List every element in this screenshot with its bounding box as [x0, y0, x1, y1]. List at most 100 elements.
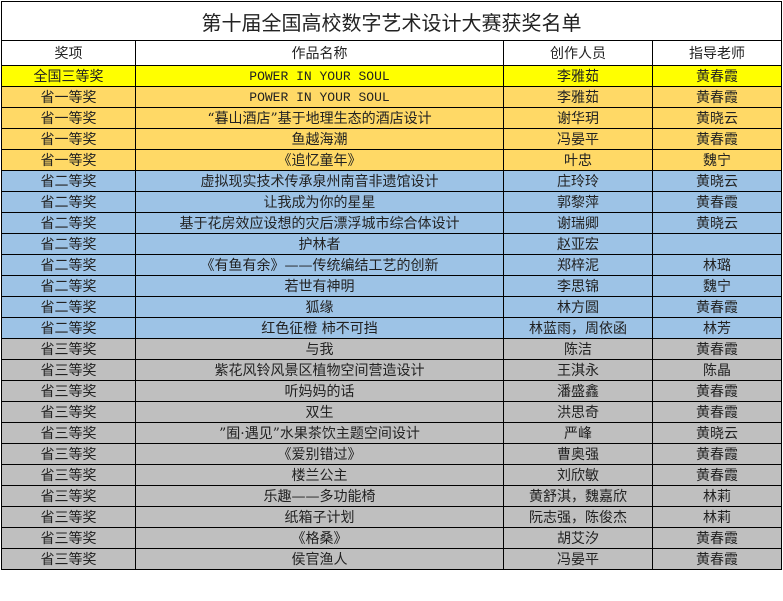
cell-work: 《追忆童年》 [135, 149, 504, 171]
cell-creator: 冯晏平 [503, 128, 653, 150]
cell-advisor: 黄春霞 [652, 296, 782, 318]
cell-work: 与我 [135, 338, 504, 360]
cell-creator: 庄玲玲 [503, 170, 653, 192]
cell-advisor: 陈晶 [652, 359, 782, 381]
cell-work: 鱼越海潮 [135, 128, 504, 150]
cell-creator: 林方圆 [503, 296, 653, 318]
cell-work: 让我成为你的星星 [135, 191, 504, 213]
cell-advisor: 黄春霞 [652, 464, 782, 486]
title-row: 第十届全国高校数字艺术设计大赛获奖名单 [1, 1, 782, 41]
cell-advisor: 黄晓云 [652, 422, 782, 444]
table-row: 省一等奖 “暮山酒店”基于地理生态的酒店设计 谢华玥 黄晓云 [1, 107, 782, 129]
cell-advisor: 黄晓云 [652, 170, 782, 192]
cell-award: 省二等奖 [1, 275, 136, 297]
cell-advisor: 林璐 [652, 254, 782, 276]
cell-creator: 洪思奇 [503, 401, 653, 423]
cell-award: 省三等奖 [1, 506, 136, 528]
header-creator: 创作人员 [503, 40, 653, 66]
cell-award: 省一等奖 [1, 128, 136, 150]
cell-work: POWER IN YOUR SOUL [135, 65, 504, 87]
cell-work: “暮山酒店”基于地理生态的酒店设计 [135, 107, 504, 129]
cell-award: 省三等奖 [1, 380, 136, 402]
table-row: 省二等奖 狐缘 林方圆 黄春霞 [1, 296, 782, 318]
cell-work: 红色征橙 柿不可挡 [135, 317, 504, 339]
cell-award: 省一等奖 [1, 107, 136, 129]
cell-creator: 李思锦 [503, 275, 653, 297]
cell-advisor: 林莉 [652, 485, 782, 507]
cell-advisor: 黄春霞 [652, 86, 782, 108]
cell-advisor: 林莉 [652, 506, 782, 528]
table-row: 省三等奖 楼兰公主 刘欣敏 黄春霞 [1, 464, 782, 486]
cell-creator: 李雅茹 [503, 86, 653, 108]
cell-work: 《格桑》 [135, 527, 504, 549]
cell-creator: 郭黎萍 [503, 191, 653, 213]
header-work: 作品名称 [135, 40, 504, 66]
cell-award: 全国三等奖 [1, 65, 136, 87]
table-row: 省三等奖 紫花风铃风景区植物空间营造设计 王淇永 陈晶 [1, 359, 782, 381]
table-row: 省二等奖 让我成为你的星星 郭黎萍 黄春霞 [1, 191, 782, 213]
table-row: 省三等奖 侯官渔人 冯晏平 黄春霞 [1, 548, 782, 570]
award-list-table: 第十届全国高校数字艺术设计大赛获奖名单 奖项 作品名称 创作人员 指导老师 全国… [1, 1, 782, 570]
cell-award: 省二等奖 [1, 254, 136, 276]
header-row: 奖项 作品名称 创作人员 指导老师 [1, 40, 782, 66]
cell-work: 若世有神明 [135, 275, 504, 297]
cell-work: 虚拟现实技术传承泉州南音非遗馆设计 [135, 170, 504, 192]
cell-creator: 曹奥强 [503, 443, 653, 465]
cell-award: 省二等奖 [1, 233, 136, 255]
header-award: 奖项 [1, 40, 136, 66]
cell-work: 《有鱼有余》——传统编结工艺的创新 [135, 254, 504, 276]
cell-award: 省三等奖 [1, 338, 136, 360]
cell-award: 省三等奖 [1, 485, 136, 507]
cell-creator: 赵亚宏 [503, 233, 653, 255]
cell-creator: 潘盛鑫 [503, 380, 653, 402]
cell-creator: 阮志强，陈俊杰 [503, 506, 653, 528]
cell-award: 省三等奖 [1, 422, 136, 444]
table-row: 省三等奖 乐趣——多功能椅 黄舒淇，魏嘉欣 林莉 [1, 485, 782, 507]
cell-creator: 叶忠 [503, 149, 653, 171]
cell-creator: 谢华玥 [503, 107, 653, 129]
cell-award: 省三等奖 [1, 443, 136, 465]
cell-award: 省二等奖 [1, 191, 136, 213]
cell-advisor: 黄春霞 [652, 380, 782, 402]
cell-work: POWER IN YOUR SOUL [135, 86, 504, 108]
cell-work: 双生 [135, 401, 504, 423]
cell-award: 省二等奖 [1, 170, 136, 192]
table-row: 省三等奖 双生 洪思奇 黄春霞 [1, 401, 782, 423]
header-advisor: 指导老师 [652, 40, 782, 66]
table-row: 省二等奖 虚拟现实技术传承泉州南音非遗馆设计 庄玲玲 黄晓云 [1, 170, 782, 192]
table-title: 第十届全国高校数字艺术设计大赛获奖名单 [1, 1, 782, 41]
cell-award: 省三等奖 [1, 527, 136, 549]
cell-advisor: 黄春霞 [652, 65, 782, 87]
cell-creator: 李雅茹 [503, 65, 653, 87]
cell-advisor: 黄春霞 [652, 443, 782, 465]
cell-creator: 黄舒淇，魏嘉欣 [503, 485, 653, 507]
table-row: 省三等奖 与我 陈洁 黄春霞 [1, 338, 782, 360]
cell-award: 省二等奖 [1, 212, 136, 234]
table-row: 省三等奖 纸箱子计划 阮志强，陈俊杰 林莉 [1, 506, 782, 528]
cell-advisor: 黄晓云 [652, 212, 782, 234]
cell-work: 狐缘 [135, 296, 504, 318]
cell-creator: 谢瑞卿 [503, 212, 653, 234]
cell-advisor: 魏宁 [652, 275, 782, 297]
table-row: 省三等奖 ”囿·遇见”水果茶饮主题空间设计 严峰 黄晓云 [1, 422, 782, 444]
cell-work: 紫花风铃风景区植物空间营造设计 [135, 359, 504, 381]
cell-advisor: 黄春霞 [652, 338, 782, 360]
cell-advisor: 黄春霞 [652, 191, 782, 213]
cell-creator: 胡艾汐 [503, 527, 653, 549]
cell-creator: 严峰 [503, 422, 653, 444]
table-row: 省三等奖 《爱别错过》 曹奥强 黄春霞 [1, 443, 782, 465]
cell-creator: 刘欣敏 [503, 464, 653, 486]
table-row: 全国三等奖 POWER IN YOUR SOUL 李雅茹 黄春霞 [1, 65, 782, 87]
table-row: 省二等奖 护林者 赵亚宏 [1, 233, 782, 255]
cell-advisor: 黄春霞 [652, 527, 782, 549]
cell-work: 听妈妈的话 [135, 380, 504, 402]
cell-advisor: 林芳 [652, 317, 782, 339]
table-row: 省二等奖 基于花房效应设想的灾后漂浮城市综合体设计 谢瑞卿 黄晓云 [1, 212, 782, 234]
cell-creator: 郑梓泥 [503, 254, 653, 276]
cell-award: 省二等奖 [1, 317, 136, 339]
cell-work: ”囿·遇见”水果茶饮主题空间设计 [135, 422, 504, 444]
table-row: 省二等奖 《有鱼有余》——传统编结工艺的创新 郑梓泥 林璐 [1, 254, 782, 276]
cell-award: 省三等奖 [1, 401, 136, 423]
table-row: 省一等奖 《追忆童年》 叶忠 魏宁 [1, 149, 782, 171]
cell-creator: 陈洁 [503, 338, 653, 360]
